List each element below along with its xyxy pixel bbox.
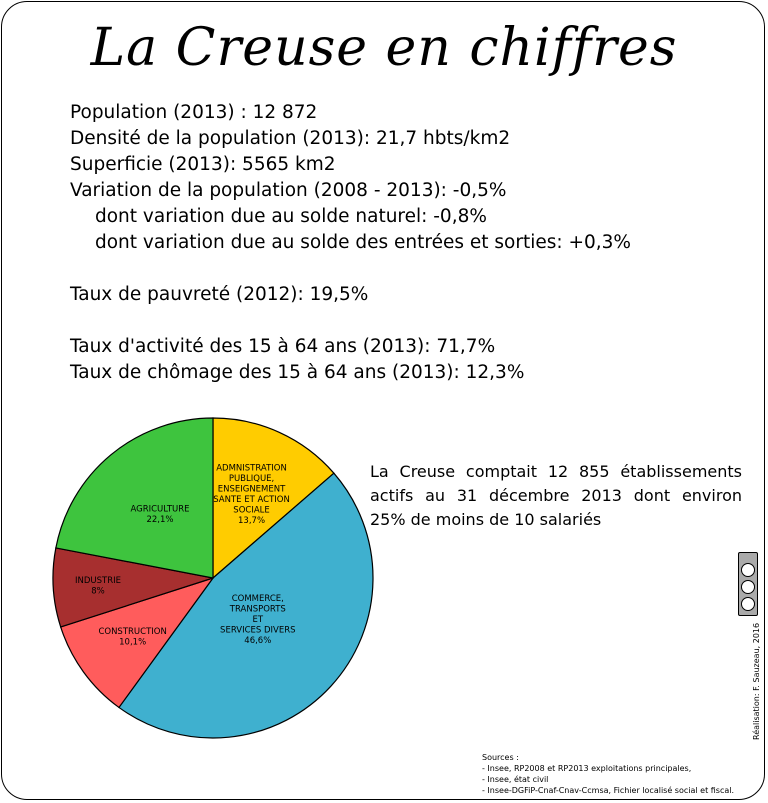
cc-icon [741,597,755,611]
source-item: - Insee, état civil [482,775,549,784]
sector-pie-chart: ADMNISTRATIONPUBLIQUE,ENSEIGNEMENTSANTE … [52,417,374,739]
by-icon [741,580,755,594]
stat-population-change: Variation de la population (2008 - 2013)… [70,180,507,201]
pie-slice-construction [59,576,215,709]
slice-category-label: COMMERCE, [232,594,284,604]
slice-category-label: ET [253,615,264,625]
stat-natural-change: dont variation due au solde naturel: -0,… [95,206,487,227]
pie-slice-commerce [118,472,374,739]
slice-value-label: 8% [91,586,105,596]
pie-slice-agriculture [55,417,214,579]
slice-category-label: INDUSTRIE [75,576,121,586]
slice-value-label: 10,1% [119,637,146,647]
stats-block: Population (2013) : 12 872 Densité de la… [70,100,631,386]
creative-commons-badge [738,552,758,616]
slice-label-admin: ADMNISTRATIONPUBLIQUE,ENSEIGNEMENTSANTE … [213,463,290,526]
slice-value-label: 22,1% [146,515,173,525]
stat-migration-change: dont variation due au solde des entrées … [95,232,631,253]
slice-category-label: CONSTRUCTION [98,627,166,637]
slice-category-label: SANTE ET ACTION [213,495,290,505]
source-item: - Insee-DGFiP-Cnaf-Cnav-Ccmsa, Fichier l… [482,786,735,795]
sources-heading: Sources : [482,753,519,762]
pie-slice-admin [212,417,335,580]
stat-density: Densité de la population (2013): 21,7 hb… [70,128,511,149]
nc-icon [741,563,755,577]
source-item: - Insee, RP2008 et RP2013 exploitations … [482,764,692,773]
stat-poverty-rate: Taux de pauvreté (2012): 19,5% [70,284,369,305]
slice-category-label: ENSEIGNEMENT [218,484,286,494]
slice-value-label: 46,6% [244,636,271,646]
stat-unemployment-rate: Taux de chômage des 15 à 64 ans (2013): … [70,362,525,383]
slice-value-label: 13,7% [238,516,265,526]
establishments-note: La Creuse comptait 12 855 établissements… [370,462,742,529]
slice-category-label: ADMNISTRATION [216,463,287,473]
slice-category-label: SERVICES DIVERS [220,626,295,636]
author-credit: Réalisation: F. Sauzeau, 2016 [752,622,761,740]
slice-category-label: PUBLIQUE, [229,474,274,484]
slice-category-label: AGRICULTURE [130,505,189,515]
stat-area: Superficie (2013): 5565 km2 [70,154,336,175]
slice-category-label: SOCIALE [233,505,269,515]
stat-activity-rate: Taux d'activité des 15 à 64 ans (2013): … [70,336,496,357]
stat-population: Population (2013) : 12 872 [70,102,318,123]
sources-block: Sources : - Insee, RP2008 et RP2013 expl… [482,752,734,796]
poster-title: La Creuse en chiffres [90,18,678,78]
slice-category-label: TRANSPORTS [229,605,286,615]
